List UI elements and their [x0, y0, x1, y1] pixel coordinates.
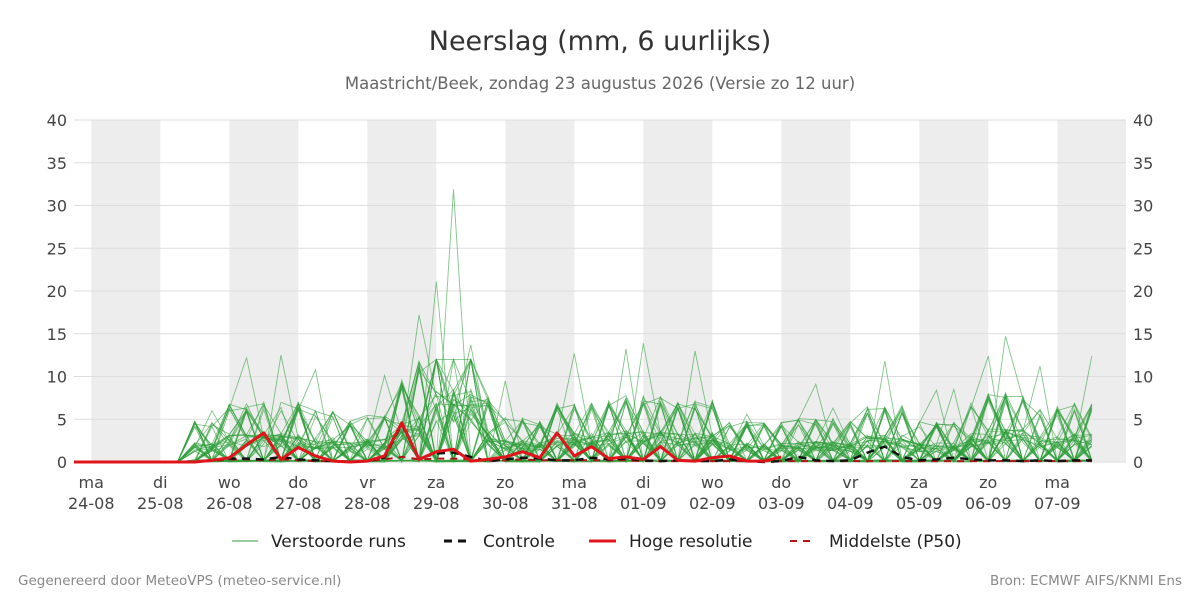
x-tick-weekday: wo: [218, 473, 241, 492]
y-tick-label: 35: [47, 154, 67, 173]
x-tick-date: 26-08: [206, 494, 253, 513]
legend-label-hires: Hoge resolutie: [629, 532, 753, 552]
y-tick-label: 5: [57, 410, 67, 429]
y-tick-label: 10: [47, 368, 67, 387]
x-tick-date: 27-08: [275, 494, 322, 513]
legend-label-median: Middelste (P50): [829, 532, 962, 552]
x-tick-date: 01-09: [620, 494, 667, 513]
x-tick-weekday: do: [288, 473, 308, 492]
chart-subtitle: Maastricht/Beek, zondag 23 augustus 2026…: [345, 74, 855, 93]
y-tick-label: 25: [47, 239, 67, 258]
y-tick-label-right: 15: [1133, 325, 1153, 344]
control-line: [74, 423, 1092, 464]
x-tick-weekday: vr: [842, 473, 858, 492]
y-axis-left: 0 5 10 15 20 25 30 35 40: [47, 111, 67, 472]
footer-source: Bron: ECMWF AIFS/KNMI Ens: [990, 573, 1182, 589]
x-tick-date: 04-09: [827, 494, 874, 513]
y-tick-label: 40: [47, 111, 67, 130]
x-tick-weekday: za: [427, 473, 445, 492]
legend: Verstoorde runs Controle Hoge resolutie …: [232, 532, 962, 552]
y-tick-label-right: 35: [1133, 154, 1153, 173]
y-tick-label-right: 5: [1133, 410, 1143, 429]
x-axis: ma 24-08 di 25-08 wo 26-08 do 27-08 vr 28-08 za 29-…: [68, 473, 1081, 513]
x-tick-weekday: ma: [562, 473, 587, 492]
x-tick-weekday: zo: [496, 473, 514, 492]
x-tick-weekday: di: [636, 473, 651, 492]
x-tick-date: 24-08: [68, 494, 115, 513]
x-tick-weekday: do: [771, 473, 791, 492]
footer-generated-by: Gegenereerd door MeteoVPS (meteo-service…: [18, 573, 341, 589]
x-tick-date: 03-09: [758, 494, 805, 513]
y-tick-label: 20: [47, 282, 67, 301]
x-tick-weekday: wo: [701, 473, 724, 492]
x-tick-date: 28-08: [344, 494, 391, 513]
x-tick-date: 29-08: [413, 494, 460, 513]
hires-line: [74, 421, 782, 464]
y-tick-label-right: 10: [1133, 368, 1153, 387]
y-tick-label: 30: [47, 197, 67, 216]
x-tick-weekday: ma: [79, 473, 104, 492]
main-series: [74, 421, 1092, 464]
y-axis-right: 0 5 10 15 20 25 30 35 40: [1133, 111, 1153, 472]
x-tick-date: 30-08: [482, 494, 529, 513]
y-tick-label-right: 30: [1133, 197, 1153, 216]
x-tick-date: 31-08: [551, 494, 598, 513]
x-tick-date: 06-09: [965, 494, 1012, 513]
chart-title: Neerslag (mm, 6 uurlijks): [429, 26, 771, 57]
x-tick-weekday: zo: [979, 473, 997, 492]
legend-label-control: Controle: [483, 532, 555, 552]
x-tick-weekday: ma: [1045, 473, 1070, 492]
y-tick-label-right: 20: [1133, 282, 1153, 301]
y-tick-label-right: 40: [1133, 111, 1153, 130]
x-tick-date: 02-09: [689, 494, 736, 513]
y-tick-label: 15: [47, 325, 67, 344]
legend-label-ensemble: Verstoorde runs: [271, 532, 406, 552]
x-tick-weekday: di: [153, 473, 168, 492]
x-tick-date: 05-09: [896, 494, 943, 513]
x-tick-date: 25-08: [137, 494, 184, 513]
y-tick-label: 0: [57, 453, 67, 472]
x-tick-weekday: vr: [359, 473, 375, 492]
x-tick-date: 07-09: [1034, 494, 1081, 513]
x-tick-weekday: za: [910, 473, 928, 492]
y-tick-label-right: 25: [1133, 239, 1153, 258]
y-tick-label-right: 0: [1133, 453, 1143, 472]
